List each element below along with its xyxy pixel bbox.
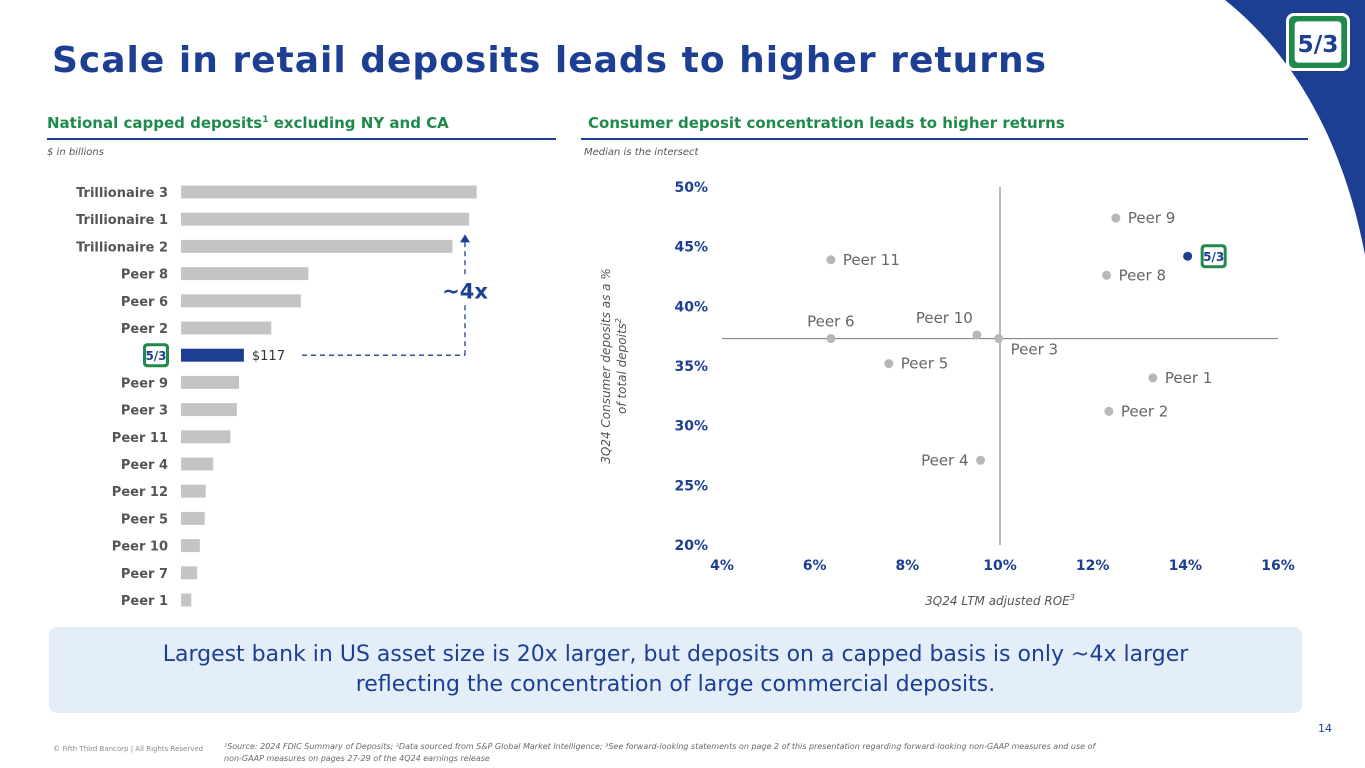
banner-line-1: Largest bank in US asset size is 20x lar… bbox=[162, 642, 1189, 667]
bar-peer-12 bbox=[181, 484, 206, 498]
fifth-third-logo-icon: 5/3 bbox=[1286, 13, 1350, 71]
x-axis-title: 3Q24 LTM adjusted ROE3 bbox=[925, 593, 1075, 608]
page-number: 14 bbox=[1318, 722, 1332, 735]
point-label-peer-5: Peer 5 bbox=[901, 355, 948, 373]
y-tick-label: 40% bbox=[674, 299, 708, 315]
point-peer-11 bbox=[826, 255, 836, 265]
bar-category-label: Trillionaire 1 bbox=[76, 213, 168, 228]
point-label-peer-10: Peer 10 bbox=[916, 309, 973, 327]
left-panel-heading: National capped deposits1 excluding NY a… bbox=[47, 114, 449, 132]
point-peer-1 bbox=[1148, 373, 1158, 383]
point-peer-4 bbox=[976, 455, 986, 465]
bar-trillionaire-2 bbox=[181, 239, 453, 253]
y-tick-label: 25% bbox=[674, 478, 708, 494]
bar-category-label: Peer 12 bbox=[112, 485, 168, 500]
point-label-peer-6: Peer 6 bbox=[807, 313, 854, 331]
bar-trillionaire-1 bbox=[181, 212, 470, 226]
bar-peer-8 bbox=[181, 267, 309, 281]
bar-5-3 bbox=[181, 348, 244, 362]
y-tick-label: 20% bbox=[674, 538, 708, 554]
bar-category-logo-icon: 5/3 bbox=[143, 343, 169, 368]
x-tick-label: 14% bbox=[1169, 558, 1203, 574]
bar-category-label: Peer 2 bbox=[121, 322, 168, 337]
x-tick-label: 10% bbox=[983, 558, 1017, 574]
banner-line-2: reflecting the concentration of large co… bbox=[355, 672, 996, 697]
point-label-peer-11: Peer 11 bbox=[843, 251, 900, 269]
footnote: ¹Source: 2024 FDIC Summary of Deposits; … bbox=[224, 742, 1096, 763]
bar-category-label: Peer 6 bbox=[121, 295, 168, 310]
y-tick-label: 35% bbox=[674, 359, 708, 375]
bar-peer-6 bbox=[181, 294, 301, 308]
page-title: Scale in retail deposits leads to higher… bbox=[52, 40, 1048, 81]
point-5-3 bbox=[1183, 251, 1193, 261]
bar-chart: Trillionaire 3 Trillionaire 1 Trillionaire… bbox=[76, 185, 491, 609]
multiplier-arrow-head bbox=[460, 234, 470, 243]
point-peer-3 bbox=[994, 334, 1004, 344]
bar-category-label: Peer 11 bbox=[112, 431, 168, 446]
right-panel-heading: Consumer deposit concentration leads to … bbox=[588, 114, 1065, 132]
point-peer-8 bbox=[1102, 270, 1112, 280]
bar-peer-7 bbox=[181, 566, 198, 580]
right-panel-note: Median is the intersect bbox=[584, 147, 699, 158]
point-peer-9 bbox=[1111, 213, 1121, 223]
y-tick-label: 45% bbox=[674, 240, 708, 256]
bar-category-label: Trillionaire 3 bbox=[76, 186, 168, 201]
y-tick-label: 30% bbox=[674, 419, 708, 435]
point-label-peer-2: Peer 2 bbox=[1121, 402, 1168, 420]
x-tick-label: 6% bbox=[803, 558, 827, 574]
bar-data-label: $117 bbox=[252, 349, 285, 364]
right-panel-rule bbox=[581, 138, 1308, 140]
bar-category-label: Peer 9 bbox=[121, 376, 168, 391]
point-peer-10 bbox=[972, 330, 982, 340]
bar-category-label: Peer 4 bbox=[121, 458, 168, 473]
x-tick-label: 12% bbox=[1076, 558, 1110, 574]
scatter-chart: 20% 25% 30% 35% 40% 45% 50% 4% 6% 8% 10% 12% 14% 16% 3… bbox=[599, 180, 1295, 608]
summary-banner: Largest bank in US asset size is 20x lar… bbox=[49, 627, 1302, 713]
point-peer-6 bbox=[826, 334, 836, 344]
point-label-peer-4: Peer 4 bbox=[921, 451, 968, 469]
multiplier-label-bg bbox=[439, 274, 491, 305]
x-tick-label: 4% bbox=[710, 558, 734, 574]
logo-text: 5/3 bbox=[1298, 31, 1339, 58]
left-panel-note: $ in billions bbox=[47, 147, 104, 158]
copyright: © Fifth Third Bancorp | All Rights Reser… bbox=[53, 745, 204, 753]
bar-category-label: Peer 1 bbox=[121, 594, 168, 609]
bar-peer-2 bbox=[181, 321, 272, 335]
bar-peer-1 bbox=[181, 593, 192, 607]
bar-category-label: Peer 10 bbox=[112, 540, 168, 555]
bar-peer-9 bbox=[181, 375, 240, 389]
point-label-peer-1: Peer 1 bbox=[1165, 369, 1212, 387]
point-logo-icon: 5/3 bbox=[1200, 244, 1227, 269]
point-peer-2 bbox=[1104, 406, 1114, 416]
bar-peer-11 bbox=[181, 430, 231, 444]
point-label-peer-9: Peer 9 bbox=[1128, 209, 1175, 227]
bar-peer-5 bbox=[181, 511, 205, 525]
bar-category-label: Peer 3 bbox=[121, 404, 168, 419]
multiplier-label: ~4x bbox=[442, 279, 488, 303]
bar-category-label: Peer 8 bbox=[121, 268, 168, 283]
x-tick-label: 8% bbox=[895, 558, 919, 574]
logo-mark-text: 5/3 bbox=[145, 349, 166, 363]
bar-peer-10 bbox=[181, 539, 200, 553]
logo-mark-text: 5/3 bbox=[1203, 250, 1224, 264]
point-peer-5 bbox=[884, 359, 894, 369]
y-tick-label: 50% bbox=[674, 180, 708, 196]
bar-peer-4 bbox=[181, 457, 214, 471]
point-label-peer-3: Peer 3 bbox=[1011, 341, 1058, 359]
bar-category-label: Peer 7 bbox=[121, 567, 168, 582]
y-axis-title: 3Q24 Consumer deposits as a % of total de… bbox=[599, 268, 629, 463]
bar-trillionaire-3 bbox=[181, 185, 477, 199]
bar-peer-3 bbox=[181, 403, 237, 417]
left-panel-rule bbox=[47, 138, 556, 140]
point-label-peer-8: Peer 8 bbox=[1119, 266, 1166, 284]
x-tick-label: 16% bbox=[1261, 558, 1295, 574]
bar-category-label: Trillionaire 2 bbox=[76, 240, 168, 255]
bar-category-label: Peer 5 bbox=[121, 512, 168, 527]
